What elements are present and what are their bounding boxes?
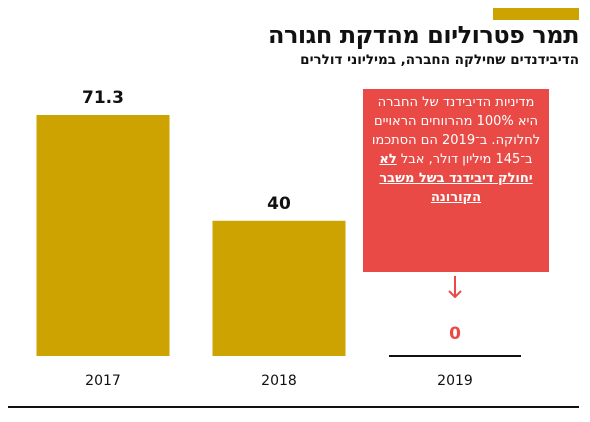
value-label-2018: 40 <box>267 194 291 214</box>
x-tick-label-2017: 2017 <box>85 373 121 389</box>
callout-highlight: לא יחולק דיבידנד בשל משבר הקורונה <box>379 152 533 205</box>
bar-2018 <box>212 220 346 356</box>
value-label-2017: 71.3 <box>82 88 124 108</box>
bar-2017 <box>36 115 170 356</box>
accent-bar <box>493 8 579 20</box>
chart-subtitle: הדיבידנדים שחילקה החברה, במיליוני דולרים <box>300 52 579 68</box>
x-tick-label-2018: 2018 <box>261 373 297 389</box>
chart-title: תמר פטרוליום מהדקת חגורה <box>267 21 580 49</box>
x-tick-label-2019: 2019 <box>437 373 473 389</box>
value-label-2019: 0 <box>449 324 461 344</box>
arrow-head <box>448 290 462 299</box>
callout-text: מדיניות הדיבידנד של החברה היא 100% מהרוו… <box>371 95 541 167</box>
bottom-rule <box>8 406 579 408</box>
callout-box: מדיניות הדיבידנד של החברה היא 100% מהרוו… <box>363 89 549 272</box>
